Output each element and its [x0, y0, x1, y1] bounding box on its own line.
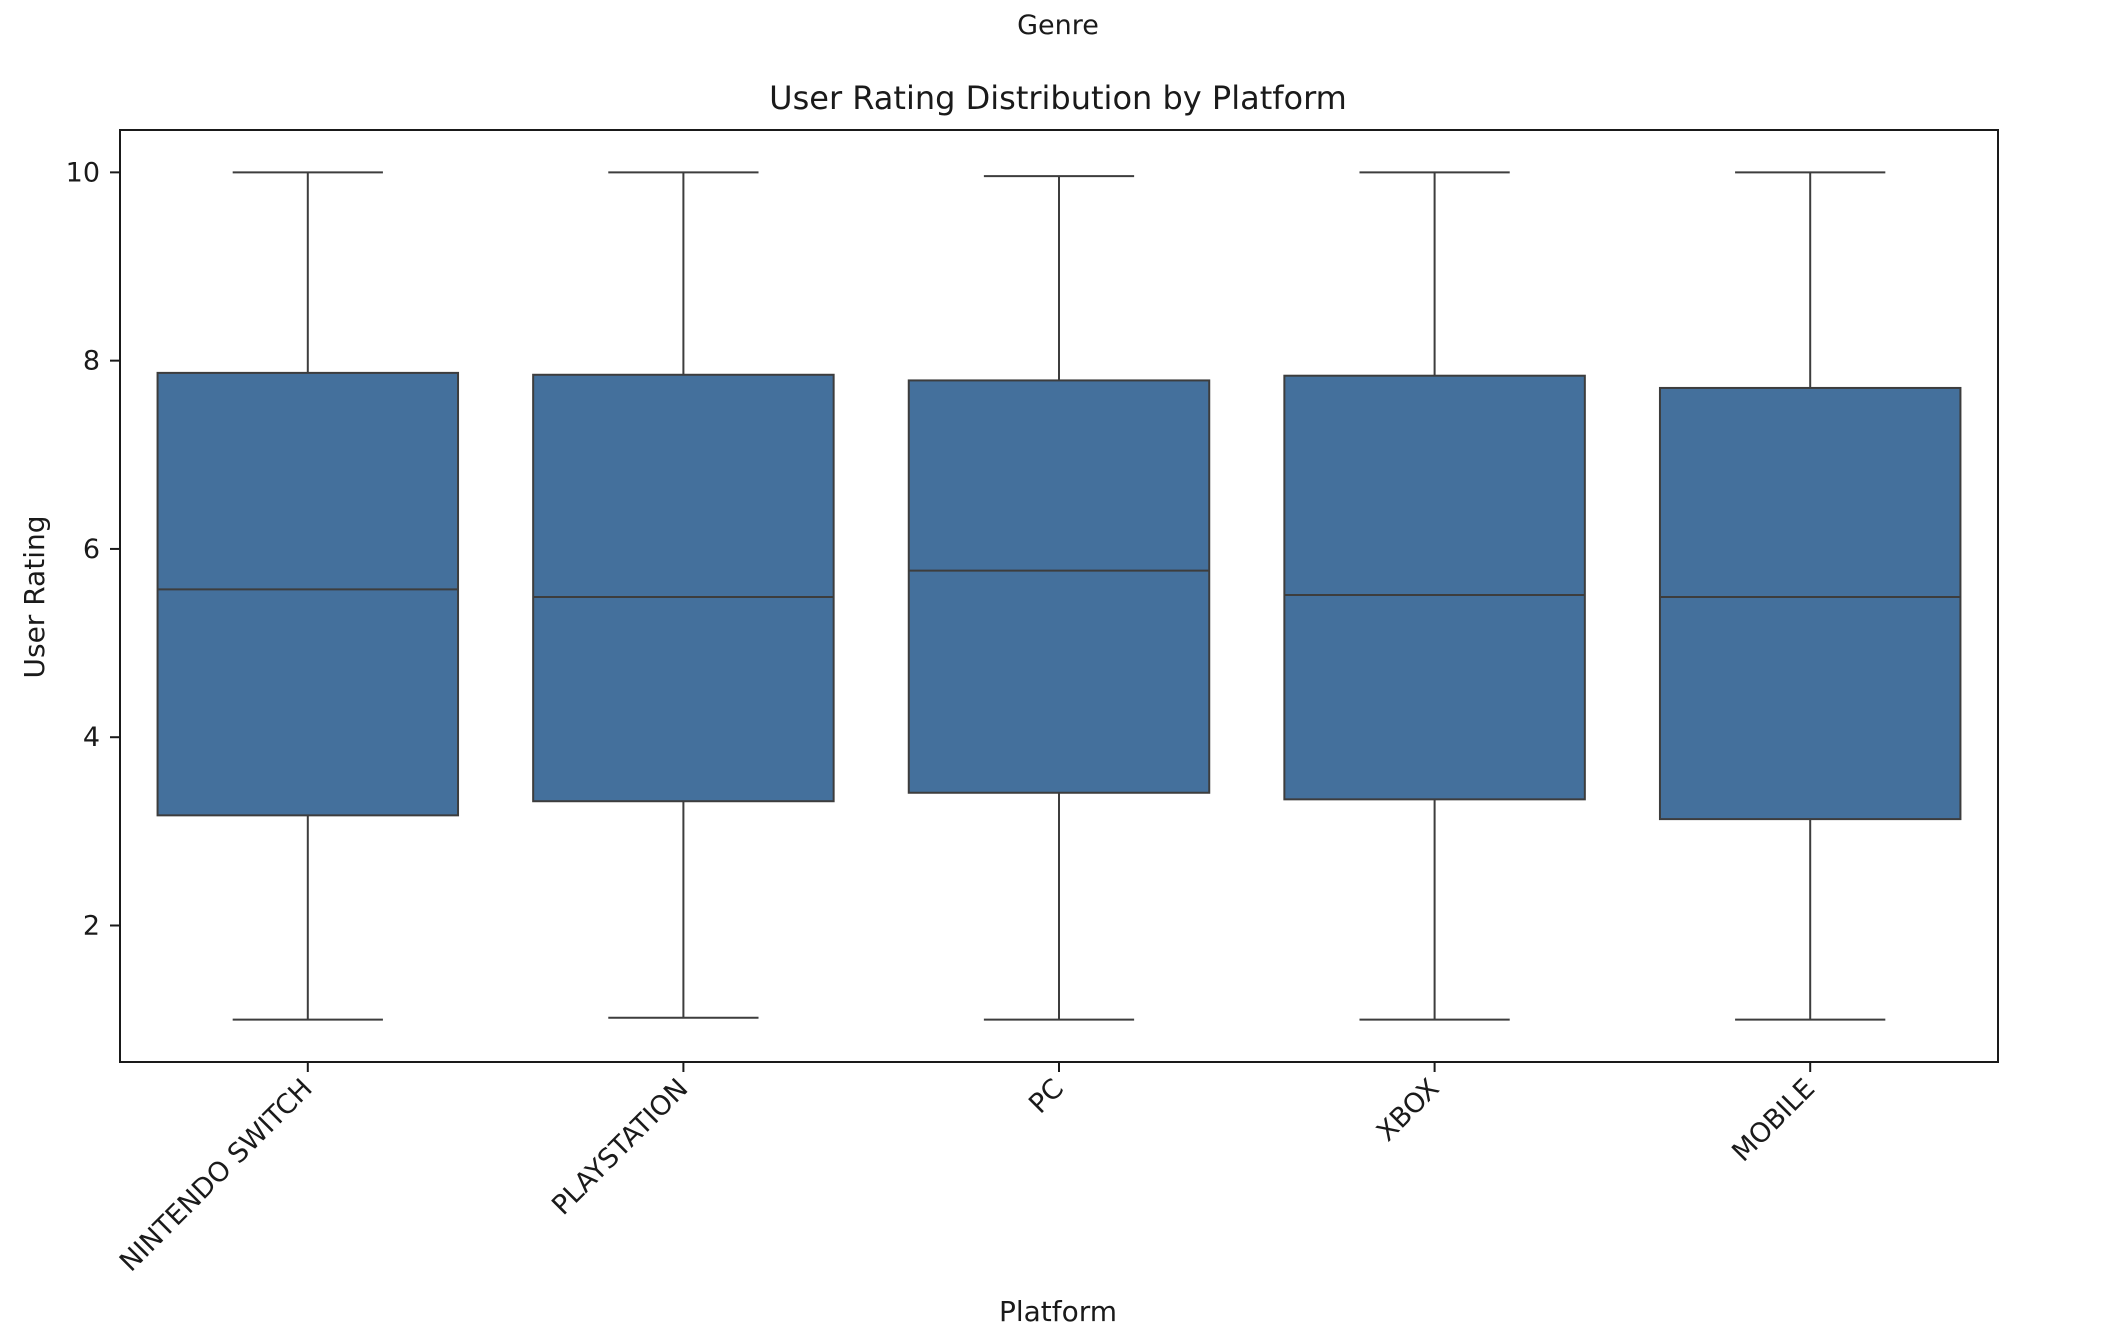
box-iqr	[532, 373, 835, 803]
x-tick-label: PLAYSTATION	[546, 1073, 694, 1221]
axes-frame	[119, 129, 1999, 1063]
y-tick-label: 4	[83, 722, 100, 753]
figure-suptitle: Genre	[1017, 10, 1099, 41]
chart-title: User Rating Distribution by Platform	[769, 79, 1347, 117]
x-axis-title: Platform	[999, 1295, 1117, 1328]
box-iqr	[1658, 386, 1962, 821]
box-iqr	[907, 379, 1211, 794]
y-tick-label: 8	[83, 346, 100, 377]
box-iqr	[156, 371, 460, 817]
y-axis-title: User Rating	[18, 516, 51, 679]
y-tick-label: 2	[83, 910, 100, 941]
plot-area: 2 4 6 8 10 NINTENDO SWITCH PLAYSTATION PC XBOX MO…	[66, 157, 1962, 1278]
x-tick-label: XBOX	[1371, 1073, 1446, 1148]
x-tick-label: PC	[1023, 1073, 1070, 1120]
x-tick-label: MOBILE	[1726, 1073, 1821, 1168]
y-tick-label: 10	[66, 157, 100, 188]
x-tick-label: NINTENDO SWITCH	[114, 1073, 319, 1278]
box-iqr	[1283, 374, 1586, 801]
y-tick-label: 6	[83, 534, 100, 565]
